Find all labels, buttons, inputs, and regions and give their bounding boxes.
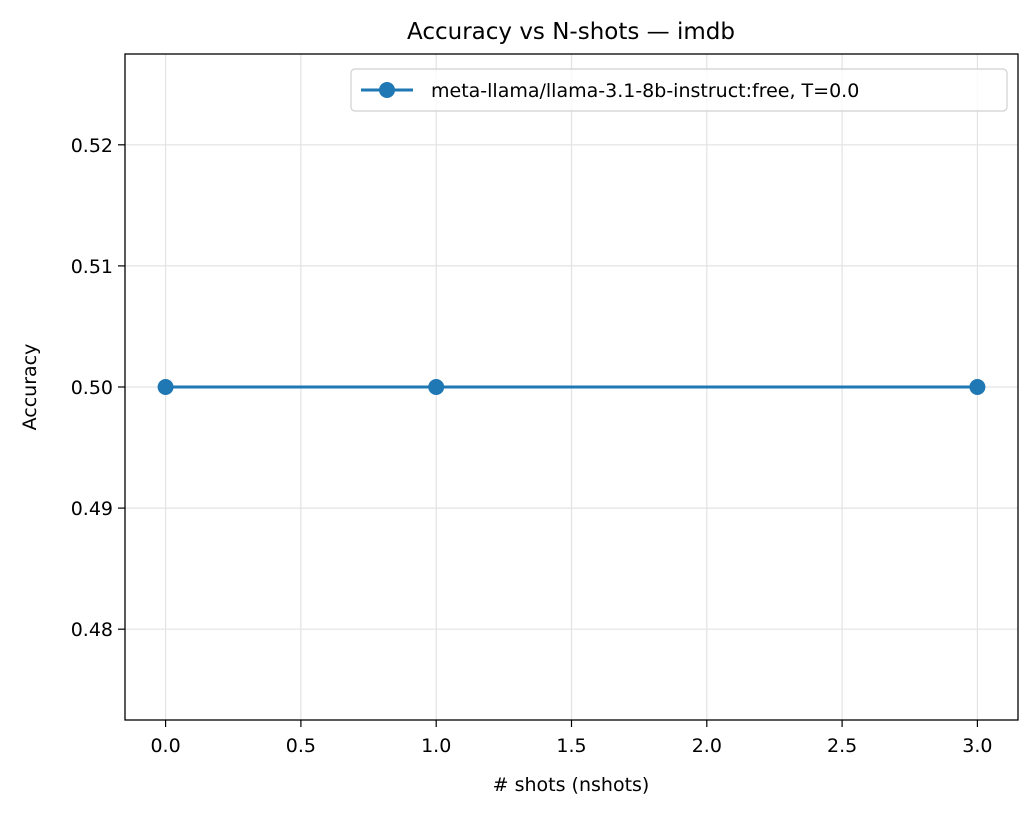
legend-marker — [379, 82, 395, 98]
y-tick-label: 0.52 — [71, 135, 113, 157]
data-point — [428, 379, 445, 395]
x-axis: 0.0 0.5 1.0 1.5 2.0 2.5 3.0 — [150, 720, 993, 757]
y-tick-label: 0.51 — [71, 256, 113, 278]
x-tick-label: 1.5 — [556, 735, 586, 757]
x-tick-label: 0.0 — [150, 735, 180, 757]
x-tick-label: 1.0 — [421, 735, 451, 757]
x-tick-label: 2.5 — [827, 735, 857, 757]
x-tick-label: 2.0 — [692, 735, 722, 757]
y-tick-label: 0.50 — [71, 377, 113, 399]
y-axis-label: Accuracy — [19, 344, 41, 431]
data-point — [157, 379, 174, 395]
x-axis-label: # shots (nshots) — [493, 774, 650, 796]
x-tick-label: 0.5 — [286, 735, 316, 757]
x-tick-label: 3.0 — [962, 735, 992, 757]
data-point — [969, 379, 986, 395]
y-tick-label: 0.49 — [71, 498, 113, 520]
y-tick-label: 0.48 — [71, 619, 113, 641]
series-layer — [157, 379, 986, 395]
legend-entry: meta-llama/llama-3.1-8b-instruct:free, T… — [431, 80, 859, 102]
chart-title: Accuracy vs N-shots — imdb — [407, 19, 735, 45]
y-axis: 0.48 0.49 0.50 0.51 0.52 — [71, 135, 125, 641]
legend-box — [350, 68, 1008, 112]
legend: meta-llama/llama-3.1-8b-instruct:free, T… — [350, 68, 1008, 112]
